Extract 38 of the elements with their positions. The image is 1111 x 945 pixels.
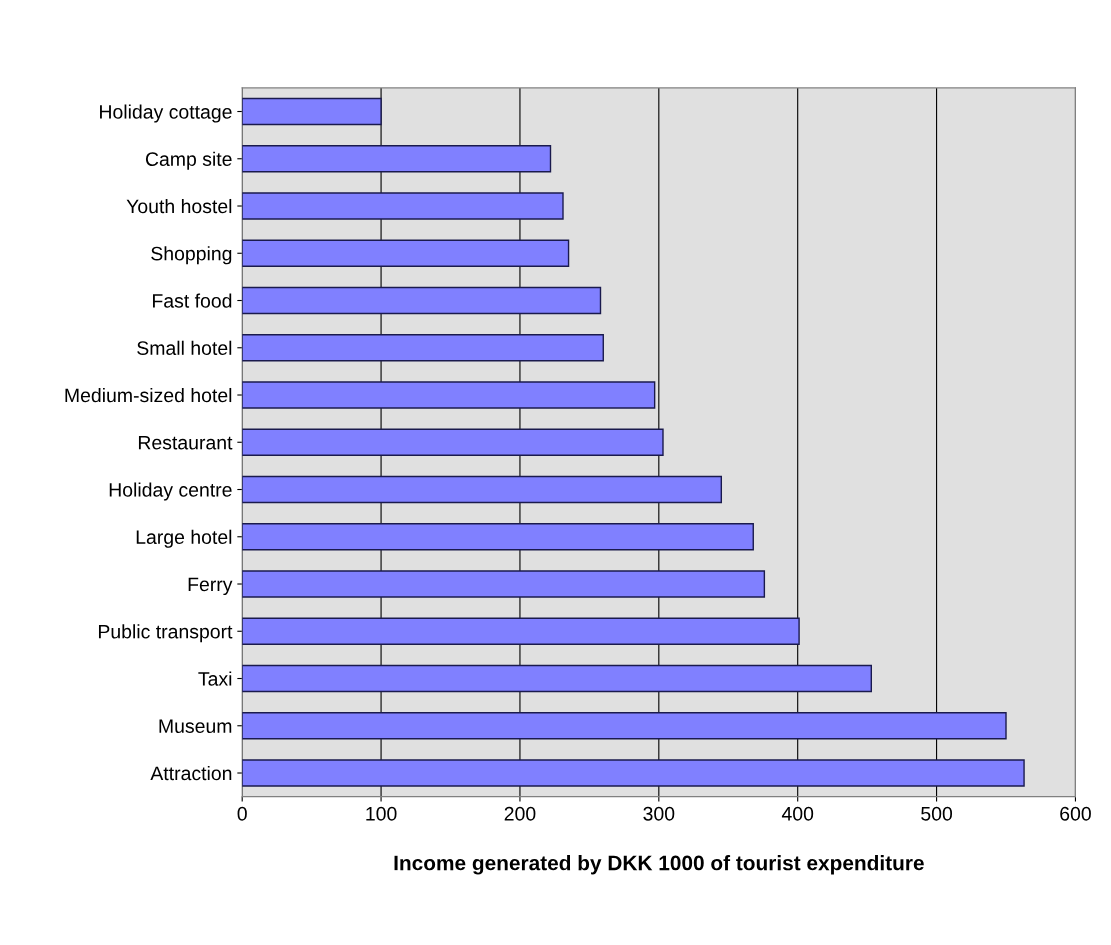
x-tick-label: 100 xyxy=(366,806,397,821)
bar xyxy=(242,664,872,693)
bar xyxy=(242,192,564,220)
x-tick-label: 600 xyxy=(1060,806,1091,821)
x-tick-label: 0 xyxy=(237,806,247,821)
bar xyxy=(242,712,1007,740)
x-tick-label: 300 xyxy=(643,806,675,821)
bar xyxy=(242,617,800,645)
x-tick-label: 400 xyxy=(781,806,814,821)
y-tick-label: Attraction xyxy=(150,765,232,781)
y-tick-label: Shopping xyxy=(151,246,232,265)
bar xyxy=(242,286,602,315)
y-tick-label: Ferry xyxy=(188,577,233,596)
y-tick-label: Public transport xyxy=(98,624,233,643)
bar xyxy=(242,145,552,173)
bar xyxy=(242,381,656,409)
bar xyxy=(242,334,604,362)
bar xyxy=(242,97,382,126)
bar xyxy=(242,523,754,551)
y-tick-label: Holiday centre xyxy=(109,482,232,501)
x-tick-label: 500 xyxy=(921,806,953,821)
y-tick-label: Museum xyxy=(159,719,232,733)
y-tick-label: Camp site xyxy=(145,151,232,170)
bar xyxy=(242,475,723,504)
y-tick-label: Restaurant xyxy=(138,435,233,450)
y-tick-label: Large hotel xyxy=(136,529,232,548)
bar xyxy=(242,570,766,598)
bar xyxy=(242,239,570,267)
y-tick-label: Taxi xyxy=(198,671,232,686)
bar xyxy=(242,759,1025,787)
y-tick-label: Holiday cottage xyxy=(100,104,232,123)
y-tick-label: Fast food xyxy=(153,293,232,308)
y-tick-label: Youth hostel xyxy=(126,198,232,214)
x-tick-label: 200 xyxy=(504,806,536,821)
bar xyxy=(242,428,664,456)
y-tick-label: Medium-sized hotel xyxy=(65,387,232,403)
x-axis-title: Income generated by DKK 1000 of tourist expenditure xyxy=(394,855,924,875)
y-tick-label: Small hotel xyxy=(137,340,232,355)
